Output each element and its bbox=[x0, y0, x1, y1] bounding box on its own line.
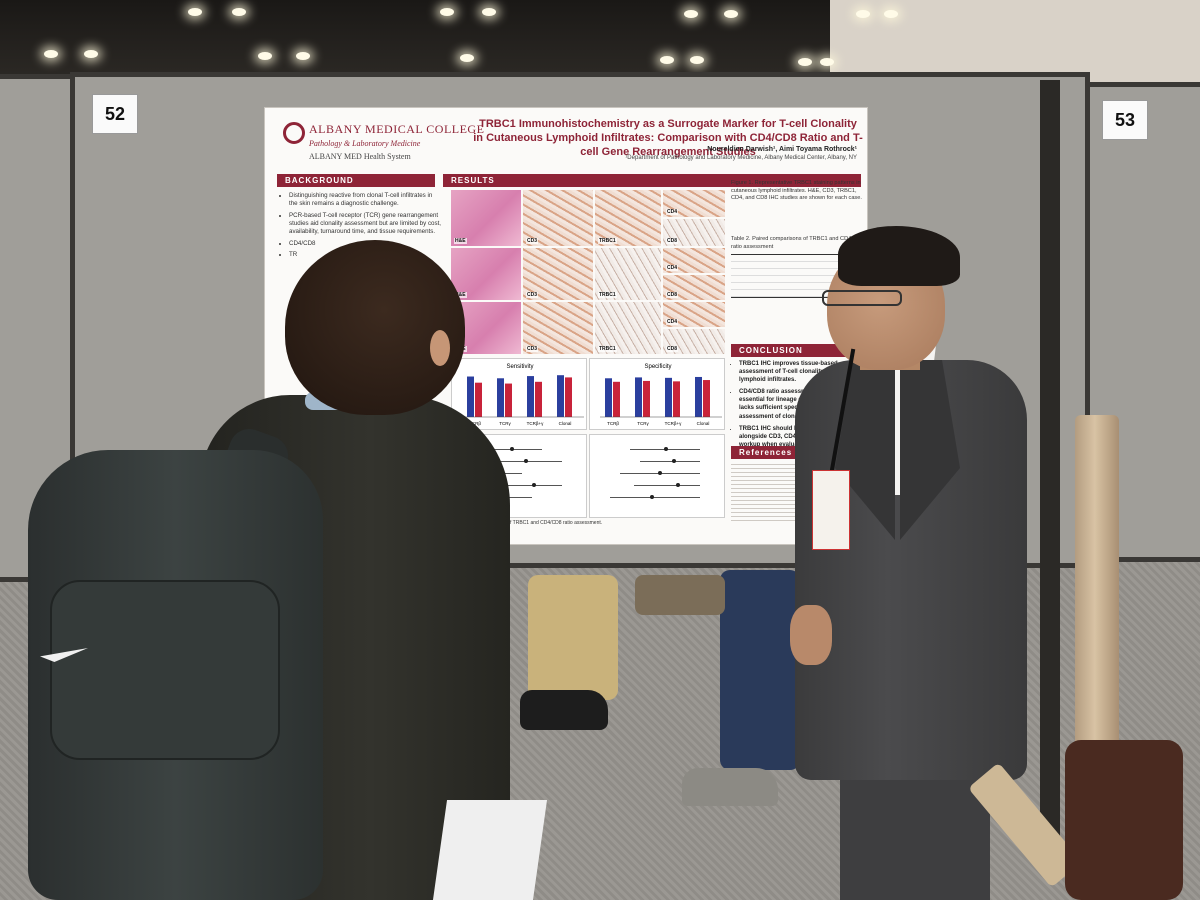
ceiling-light bbox=[482, 8, 496, 16]
x-tick-label: TCRβ+γ bbox=[527, 421, 544, 426]
micrograph-cd4: CD4 bbox=[663, 248, 725, 273]
x-tick-label: TCRβ bbox=[607, 421, 619, 426]
micrograph-cd4: CD4 bbox=[663, 190, 725, 217]
micrograph-he: H&E bbox=[451, 190, 521, 246]
micrograph-cd3: CD3 bbox=[523, 302, 593, 354]
bar-cd4-cd8-2 bbox=[673, 381, 680, 417]
x-tick-label: Clonal bbox=[697, 421, 710, 426]
sensitivity-chart-svg: Sensitivity TCRβ TCRγ TCRβ+γ Clonal bbox=[462, 364, 584, 426]
background-bullet: PCR-based T-cell receptor (TCR) gene rea… bbox=[289, 212, 441, 237]
presenter-hair bbox=[838, 226, 960, 286]
micrograph-trbc1: TRBC1 bbox=[595, 190, 661, 246]
x-tick-label: TCRβ bbox=[469, 421, 481, 426]
chart-title: Sensitivity bbox=[506, 364, 533, 370]
comparison-table bbox=[731, 254, 865, 298]
background-heading: BACKGROUND bbox=[277, 174, 435, 187]
figure-caption: Figure 1. Representative TRBC1 staining … bbox=[731, 180, 862, 202]
bar-trbc1-1 bbox=[497, 378, 504, 417]
institution-block: ALBANY MEDICAL COLLEGE Pathology & Labor… bbox=[309, 122, 484, 161]
bar-trbc1-3 bbox=[695, 376, 702, 417]
background-bullet: CD4/CD8 bbox=[289, 240, 441, 248]
poster-title: TRBC1 Immunohistochemistry as a Surrogat… bbox=[473, 118, 863, 158]
micrograph-cd4: CD4 bbox=[663, 302, 725, 327]
student-head bbox=[285, 240, 465, 415]
board-number-52: 52 bbox=[92, 94, 138, 134]
ceiling-light bbox=[84, 50, 98, 58]
paper-bag bbox=[432, 800, 548, 900]
bar-cd4-cd8-0 bbox=[613, 381, 620, 417]
bar-trbc1-1 bbox=[635, 377, 642, 417]
conclusion-heading: CONCLUSION bbox=[731, 344, 865, 357]
micrograph-cd8: CD8 bbox=[663, 219, 725, 246]
micrograph-cd3: CD3 bbox=[523, 248, 593, 300]
backpack-pocket bbox=[50, 580, 280, 760]
ceiling-light bbox=[724, 10, 738, 18]
college-seal-icon bbox=[283, 122, 305, 144]
table-caption: Table 2. Paired comparisons of TRBC1 and… bbox=[731, 236, 864, 250]
poster-affiliation: ¹Department of Pathology and Laboratory … bbox=[625, 155, 857, 161]
bar-cd4-cd8-1 bbox=[643, 380, 650, 417]
x-tick-label: TCRβ+γ bbox=[665, 421, 682, 426]
micrograph-cd8: CD8 bbox=[663, 275, 725, 300]
x-tick-label: TCRγ bbox=[499, 421, 511, 426]
ceiling-light bbox=[856, 10, 870, 18]
ceiling-light bbox=[798, 58, 812, 66]
bar-cd4-cd8-2 bbox=[535, 381, 542, 417]
x-tick-label: Clonal bbox=[559, 421, 572, 426]
board-number-53: 53 bbox=[1102, 100, 1148, 140]
sensitivity-bar-chart: Sensitivity TCRβ TCRγ TCRβ+γ Clonal bbox=[451, 358, 587, 430]
micrograph-he: H&E bbox=[451, 248, 521, 300]
bar-trbc1-0 bbox=[605, 378, 612, 417]
conclusion-bullet: TRBC1 IHC improves tissue-based assessme… bbox=[739, 360, 865, 384]
micrograph-trbc1: TRBC1 bbox=[595, 302, 661, 354]
ceiling-light bbox=[44, 50, 58, 58]
board-post bbox=[1040, 80, 1060, 870]
student-ear bbox=[430, 330, 450, 366]
bar-cd4-cd8-3 bbox=[565, 377, 572, 417]
bar-trbc1-3 bbox=[557, 375, 564, 417]
ceiling-light bbox=[188, 8, 202, 16]
chart-title: Specificity bbox=[644, 364, 671, 370]
ceiling-light bbox=[690, 56, 704, 64]
poster-authors: Noureldien Darwish¹, Aimi Toyama Rothroc… bbox=[707, 146, 857, 153]
background-bullet: TR bbox=[289, 251, 441, 259]
results-heading: RESULTS bbox=[443, 174, 861, 187]
poster-header: ALBANY MEDICAL COLLEGE Pathology & Labor… bbox=[265, 108, 867, 170]
bar-cd4-cd8-3 bbox=[703, 380, 710, 417]
bar-trbc1-2 bbox=[665, 377, 672, 417]
bar-trbc1-2 bbox=[527, 376, 534, 417]
presenter-hands bbox=[790, 605, 832, 665]
ceiling-light bbox=[884, 10, 898, 18]
background-bullets: Distinguishing reactive from clonal T-ce… bbox=[281, 192, 441, 263]
ceiling-light bbox=[820, 58, 834, 66]
health-system-name: ALBANY MED Health System bbox=[309, 152, 411, 161]
micrograph-cd8: CD8 bbox=[663, 329, 725, 354]
micrograph-cd3: CD3 bbox=[523, 190, 593, 246]
name-badge bbox=[812, 470, 850, 550]
glasses-icon bbox=[822, 290, 902, 306]
institution-name: ALBANY MEDICAL COLLEGE bbox=[309, 122, 485, 136]
ceiling-light bbox=[660, 56, 674, 64]
ceiling-light bbox=[440, 8, 454, 16]
ceiling-light bbox=[460, 54, 474, 62]
x-tick-label: TCRγ bbox=[637, 421, 649, 426]
bar-trbc1-0 bbox=[467, 376, 474, 417]
ceiling-light bbox=[296, 52, 310, 60]
bar-cd4-cd8-1 bbox=[505, 383, 512, 417]
ceiling-light bbox=[258, 52, 272, 60]
bar-cd4-cd8-0 bbox=[475, 382, 482, 417]
forest-plot-right bbox=[589, 434, 725, 518]
ceiling-light bbox=[684, 10, 698, 18]
bottom-figure-caption: Diagnostic performance of TRBC1 and CD4/… bbox=[453, 520, 603, 526]
leather-bag bbox=[1065, 740, 1183, 900]
ceiling-light bbox=[232, 8, 246, 16]
specificity-chart-svg: Specificity TCRβ TCRγ TCRβ+γ Clonal bbox=[600, 364, 722, 426]
specificity-bar-chart: Specificity TCRβ TCRγ TCRβ+γ Clonal bbox=[589, 358, 725, 430]
background-bullet: Distinguishing reactive from clonal T-ce… bbox=[289, 192, 441, 209]
micrograph-trbc1: TRBC1 bbox=[595, 248, 661, 300]
department-name: Pathology & Laboratory Medicine bbox=[309, 139, 421, 148]
